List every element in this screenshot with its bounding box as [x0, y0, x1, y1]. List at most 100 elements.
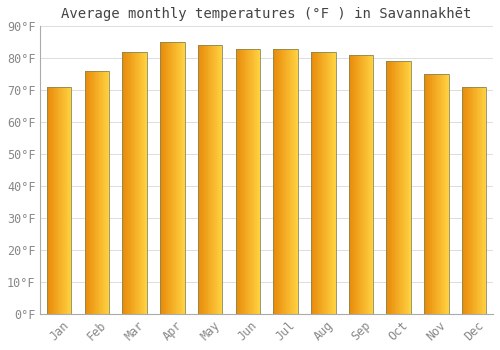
Bar	[51, 87, 52, 314]
Bar	[211, 46, 212, 314]
Bar	[430, 74, 432, 314]
Bar	[247, 49, 248, 314]
Bar	[440, 74, 442, 314]
Bar	[283, 49, 284, 314]
Bar	[198, 46, 222, 314]
Bar	[362, 55, 364, 314]
Bar	[314, 52, 315, 314]
Bar	[316, 52, 318, 314]
Bar	[243, 49, 244, 314]
Bar	[478, 87, 479, 314]
Bar	[242, 49, 243, 314]
Bar	[125, 52, 126, 314]
Bar	[446, 74, 447, 314]
Bar	[68, 87, 69, 314]
Bar	[274, 49, 275, 314]
Bar	[402, 62, 403, 314]
Bar	[282, 49, 283, 314]
Bar	[276, 49, 278, 314]
Bar	[59, 87, 60, 314]
Bar	[286, 49, 287, 314]
Bar	[132, 52, 133, 314]
Bar	[312, 52, 314, 314]
Bar	[370, 55, 371, 314]
Bar	[168, 42, 169, 314]
Bar	[398, 62, 400, 314]
Bar	[239, 49, 240, 314]
Bar	[170, 42, 172, 314]
Bar	[333, 52, 334, 314]
Bar	[54, 87, 55, 314]
Bar	[366, 55, 368, 314]
Bar	[315, 52, 316, 314]
Bar	[428, 74, 429, 314]
Bar	[87, 71, 88, 314]
Bar	[90, 71, 91, 314]
Bar	[138, 52, 140, 314]
Bar	[462, 87, 486, 314]
Bar	[348, 55, 350, 314]
Bar	[66, 87, 68, 314]
Bar	[204, 46, 205, 314]
Bar	[356, 55, 357, 314]
Bar	[122, 52, 147, 314]
Bar	[334, 52, 336, 314]
Bar	[324, 52, 325, 314]
Bar	[424, 74, 425, 314]
Bar	[143, 52, 144, 314]
Bar	[137, 52, 138, 314]
Bar	[400, 62, 401, 314]
Bar	[246, 49, 247, 314]
Bar	[100, 71, 101, 314]
Bar	[160, 42, 184, 314]
Bar	[330, 52, 332, 314]
Bar	[162, 42, 164, 314]
Bar	[404, 62, 406, 314]
Bar	[372, 55, 374, 314]
Bar	[214, 46, 215, 314]
Bar	[443, 74, 444, 314]
Bar	[292, 49, 293, 314]
Bar	[465, 87, 466, 314]
Bar	[485, 87, 486, 314]
Bar	[165, 42, 166, 314]
Bar	[424, 74, 448, 314]
Bar	[182, 42, 183, 314]
Bar	[124, 52, 125, 314]
Bar	[93, 71, 94, 314]
Bar	[123, 52, 124, 314]
Bar	[255, 49, 256, 314]
Bar	[360, 55, 361, 314]
Bar	[238, 49, 239, 314]
Bar	[274, 49, 298, 314]
Bar	[144, 52, 146, 314]
Bar	[126, 52, 128, 314]
Bar	[180, 42, 182, 314]
Bar	[464, 87, 465, 314]
Bar	[410, 62, 411, 314]
Bar	[176, 42, 178, 314]
Bar	[258, 49, 260, 314]
Bar	[329, 52, 330, 314]
Bar	[433, 74, 434, 314]
Bar	[142, 52, 143, 314]
Bar	[47, 87, 48, 314]
Bar	[328, 52, 329, 314]
Bar	[178, 42, 179, 314]
Bar	[396, 62, 397, 314]
Bar	[146, 52, 147, 314]
Bar	[468, 87, 469, 314]
Bar	[284, 49, 286, 314]
Bar	[98, 71, 100, 314]
Bar	[401, 62, 402, 314]
Bar	[470, 87, 471, 314]
Bar	[134, 52, 136, 314]
Bar	[462, 87, 464, 314]
Bar	[369, 55, 370, 314]
Bar	[86, 71, 87, 314]
Bar	[102, 71, 104, 314]
Bar	[56, 87, 58, 314]
Bar	[70, 87, 72, 314]
Bar	[97, 71, 98, 314]
Bar	[169, 42, 170, 314]
